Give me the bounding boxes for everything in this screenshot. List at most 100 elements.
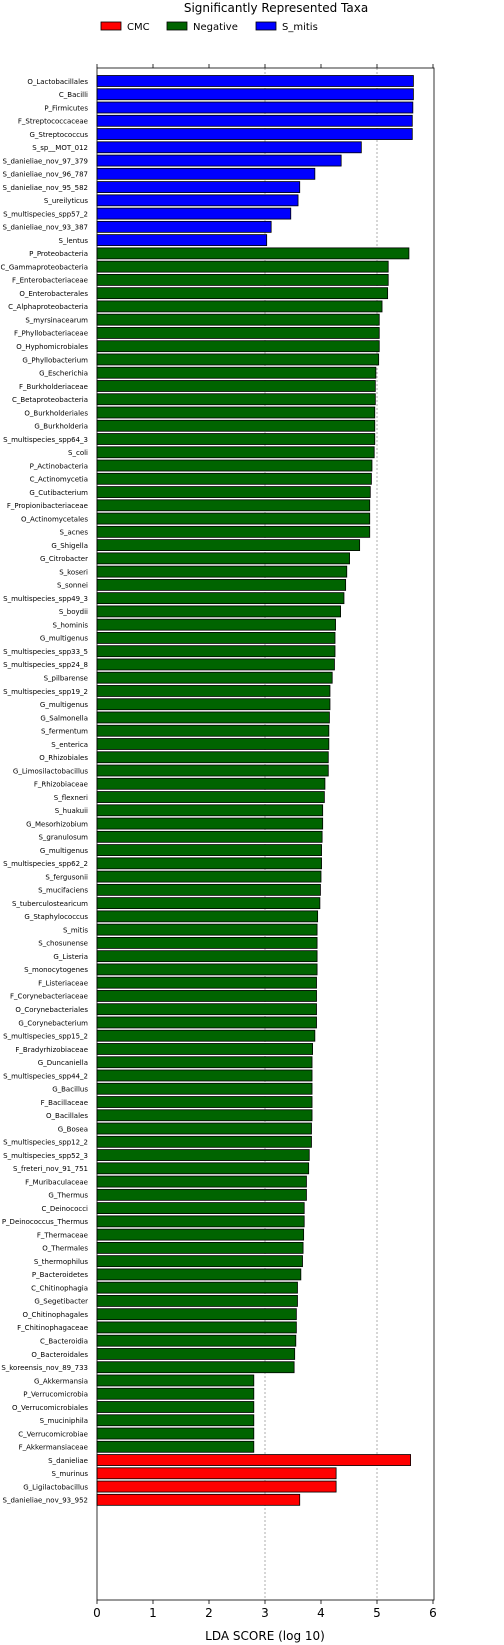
bar-S_lentus bbox=[96, 234, 268, 247]
bar-F_Enterobacteriaceae bbox=[96, 273, 389, 286]
category-label-S_mucifaciens: S_mucifaciens bbox=[38, 887, 88, 895]
bar-P_Proteobacteria bbox=[96, 247, 410, 260]
legend-label-2: S_mitis bbox=[282, 22, 318, 33]
category-label-G_Mesorhizobium: G_Mesorhizobium bbox=[26, 820, 88, 828]
bar-S_hominis bbox=[96, 618, 336, 631]
category-label-S_lentus: S_lentus bbox=[59, 237, 89, 245]
category-label-S_multispecies_spp44_2: S_multispecies_spp44_2 bbox=[3, 1072, 88, 1080]
category-label-S_acnes: S_acnes bbox=[60, 529, 89, 537]
chart-title: Significantly Represented Taxa bbox=[184, 1, 368, 15]
bar-S_multispecies_spp33_5 bbox=[96, 645, 336, 658]
bar-F_Listeriaceae bbox=[96, 976, 317, 989]
category-label-S_danieliae: S_danieliae bbox=[48, 1457, 88, 1465]
category-label-S_koreensis_nov_89_733: S_koreensis_nov_89_733 bbox=[1, 1364, 88, 1372]
bar-G_Escherichia bbox=[96, 366, 377, 379]
legend-swatch-0 bbox=[100, 21, 122, 31]
category-label-G_multigenus: G_multigenus bbox=[40, 701, 88, 709]
bar-G_Bacillus bbox=[96, 1082, 313, 1095]
bar-S_multispecies_spp15_2 bbox=[96, 1029, 316, 1042]
bar-S_danieliae_nov_93_952 bbox=[96, 1493, 301, 1506]
bar-G_Akkermansia bbox=[96, 1374, 255, 1387]
bar-S_multispecies_spp24_8 bbox=[96, 658, 335, 671]
bar-G_Listeria bbox=[96, 950, 318, 963]
category-label-S_danieliae_nov_96_787: S_danieliae_nov_96_787 bbox=[3, 171, 88, 179]
bar-S_danieliae bbox=[96, 1454, 412, 1466]
x-tick-label-0: 0 bbox=[93, 1606, 101, 1620]
x-tick-label-1: 1 bbox=[149, 1606, 157, 1620]
category-label-O_Enterobacterales: O_Enterobacterales bbox=[19, 290, 88, 298]
category-label-O_Bacillales: O_Bacillales bbox=[46, 1112, 88, 1120]
x-axis-label: LDA SCORE (log 10) bbox=[205, 1629, 325, 1643]
category-label-P_Bacteroidetes: P_Bacteroidetes bbox=[32, 1271, 88, 1279]
category-label-F_Propionibacteriaceae: F_Propionibacteriaceae bbox=[7, 502, 88, 510]
bar-S_multispecies_spp64_3 bbox=[96, 433, 376, 445]
category-label-G_Citrobacter: G_Citrobacter bbox=[40, 555, 88, 563]
bar-S_danieliae_nov_96_787 bbox=[96, 167, 316, 180]
bar-G_Salmonella bbox=[96, 711, 330, 724]
x-tick-label-6: 6 bbox=[429, 1606, 437, 1620]
category-label-S_sp__MOT_012: S_sp__MOT_012 bbox=[32, 144, 88, 152]
category-label-F_Phyllobacteriaceae: F_Phyllobacteriaceae bbox=[14, 330, 88, 338]
category-label-O_Verrucomicrobiales: O_Verrucomicrobiales bbox=[12, 1404, 88, 1412]
x-tick-label-4: 4 bbox=[317, 1606, 325, 1620]
bar-C_Alphaproteobacteria bbox=[96, 300, 383, 313]
category-label-S_multispecies_spp33_5: S_multispecies_spp33_5 bbox=[3, 648, 88, 656]
bar-F_Chitinophagaceae bbox=[96, 1321, 297, 1334]
category-label-O_Burkholderiales: O_Burkholderiales bbox=[24, 409, 88, 417]
bar-C_Betaproteobacteria bbox=[96, 393, 376, 406]
bar-S_myrsinacearum bbox=[96, 313, 380, 326]
bar-S_pilbarense bbox=[96, 671, 333, 684]
bar-O_Enterobacterales bbox=[96, 287, 389, 300]
bar-G_Burkholderia bbox=[96, 419, 376, 432]
bar-S_flexneri bbox=[96, 791, 325, 803]
bar-S_multispecies_spp19_2 bbox=[96, 685, 331, 697]
category-label-S_granulosum: S_granulosum bbox=[38, 834, 88, 842]
bar-P_Deinococcus_Thermus bbox=[96, 1215, 305, 1228]
legend: CMC Negative S_mitis bbox=[100, 21, 318, 33]
category-label-G_Corynebacterium: G_Corynebacterium bbox=[18, 1019, 88, 1027]
category-label-C_Alphaproteobacteria: C_Alphaproteobacteria bbox=[8, 303, 88, 311]
bar-S_danieliae_nov_93_387 bbox=[96, 220, 272, 233]
category-label-S_multispecies_spp19_2: S_multispecies_spp19_2 bbox=[3, 688, 88, 696]
category-labels: O_Lactobacillales C_Bacilli P_Firmicutes F_… bbox=[0, 78, 88, 1505]
category-label-O_Chitinophagales: O_Chitinophagales bbox=[23, 1311, 89, 1319]
category-label-C_Chitinophagia: C_Chitinophagia bbox=[31, 1284, 88, 1292]
bar-G_Shigella bbox=[96, 539, 361, 551]
bar-F_Rhizobiaceae bbox=[96, 777, 326, 790]
category-label-G_multigenus: G_multigenus bbox=[40, 847, 88, 855]
bar-P_Verrucomicrobia bbox=[96, 1387, 255, 1400]
bar-F_Streptococcaceae bbox=[96, 114, 413, 127]
category-label-G_Streptococcus: G_Streptococcus bbox=[29, 131, 88, 139]
category-label-G_Phyllobacterium: G_Phyllobacterium bbox=[22, 356, 88, 364]
category-label-S_koseri: S_koseri bbox=[59, 568, 88, 576]
category-label-P_Verrucomicrobia: P_Verrucomicrobia bbox=[23, 1391, 88, 1399]
bar-G_Bosea bbox=[96, 1122, 312, 1135]
category-label-G_Ligilactobacillus: G_Ligilactobacillus bbox=[23, 1483, 88, 1491]
category-label-G_Limosilactobacillus: G_Limosilactobacillus bbox=[13, 767, 88, 775]
category-label-F_Bradyrhizobiaceae: F_Bradyrhizobiaceae bbox=[15, 1046, 88, 1054]
bar-S_multispecies_spp52_3 bbox=[96, 1149, 310, 1161]
category-label-S_boydii: S_boydii bbox=[59, 608, 88, 616]
bar-O_Burkholderiales bbox=[96, 406, 376, 419]
bar-S_granulosum bbox=[96, 830, 323, 843]
category-label-S_enterica: S_enterica bbox=[51, 741, 88, 749]
bar-O_Rhizobiales bbox=[96, 751, 329, 764]
category-label-S_murinus: S_murinus bbox=[51, 1470, 88, 1478]
category-label-S_muciniphila: S_muciniphila bbox=[40, 1417, 88, 1425]
bar-G_Cutibacterium bbox=[96, 486, 371, 498]
bar-O_Verrucomicrobiales bbox=[96, 1401, 255, 1413]
category-label-S_multispecies_spp15_2: S_multispecies_spp15_2 bbox=[3, 1033, 88, 1041]
category-label-O_Thermales: O_Thermales bbox=[42, 1245, 88, 1253]
category-label-S_freteri_nov_91_751: S_freteri_nov_91_751 bbox=[13, 1165, 88, 1173]
category-label-O_Bacteroidales: O_Bacteroidales bbox=[31, 1351, 88, 1359]
category-label-O_Actinomycetales: O_Actinomycetales bbox=[21, 515, 88, 523]
bar-S_sp__MOT_012 bbox=[96, 141, 362, 154]
category-label-G_Duncaniella: G_Duncaniella bbox=[38, 1059, 88, 1067]
bar-S_koreensis_nov_89_733 bbox=[96, 1361, 295, 1374]
bar-C_Actinomycetia bbox=[96, 472, 372, 485]
bar-S_freteri_nov_91_751 bbox=[96, 1162, 310, 1175]
legend-label-1: Negative bbox=[193, 22, 238, 33]
category-label-S_hominis: S_hominis bbox=[53, 621, 89, 629]
x-tick-label-5: 5 bbox=[373, 1606, 381, 1620]
bar-F_Bacillaceae bbox=[96, 1096, 313, 1108]
